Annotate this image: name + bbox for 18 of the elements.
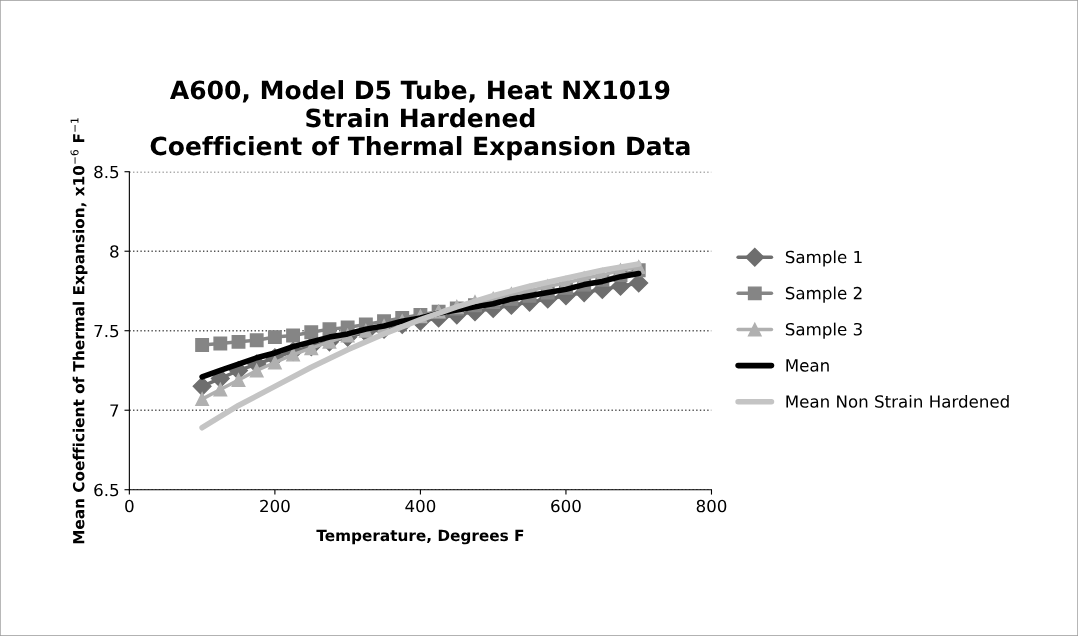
- x-tick-label: 200: [260, 499, 290, 513]
- x-tick-label: 600: [551, 499, 581, 513]
- x-tick-label: 400: [405, 499, 436, 513]
- legend-label: Mean: [786, 359, 829, 372]
- legend-label: Mean Non Strain Hardened: [786, 394, 1009, 408]
- y-tick-label: 7.5: [94, 324, 119, 338]
- legend-label: Sample 2: [785, 286, 862, 303]
- x-tick-label: 0: [125, 499, 134, 513]
- y-tick-label: 6.5: [94, 483, 119, 497]
- chart-title: A600, Model D5 Tube, Heat NX1019 Strain Hardened Coefficient of Thermal Expansion Data: [150, 80, 690, 161]
- legend-label: Sample 3: [785, 322, 862, 339]
- y-axis-title: Mean Coefficient of Thermal Expansion, x10$^{−6}$ F$^{−1}$: [70, 118, 88, 544]
- legend-label: Sample 1: [785, 250, 862, 267]
- y-tick-label: 8: [110, 245, 119, 258]
- y-tick-label: 7: [110, 404, 119, 417]
- x-axis-title: Temperature, Degrees F: [316, 529, 524, 545]
- y-tick-label: 8.5: [94, 165, 119, 179]
- x-tick-label: 800: [696, 499, 727, 513]
